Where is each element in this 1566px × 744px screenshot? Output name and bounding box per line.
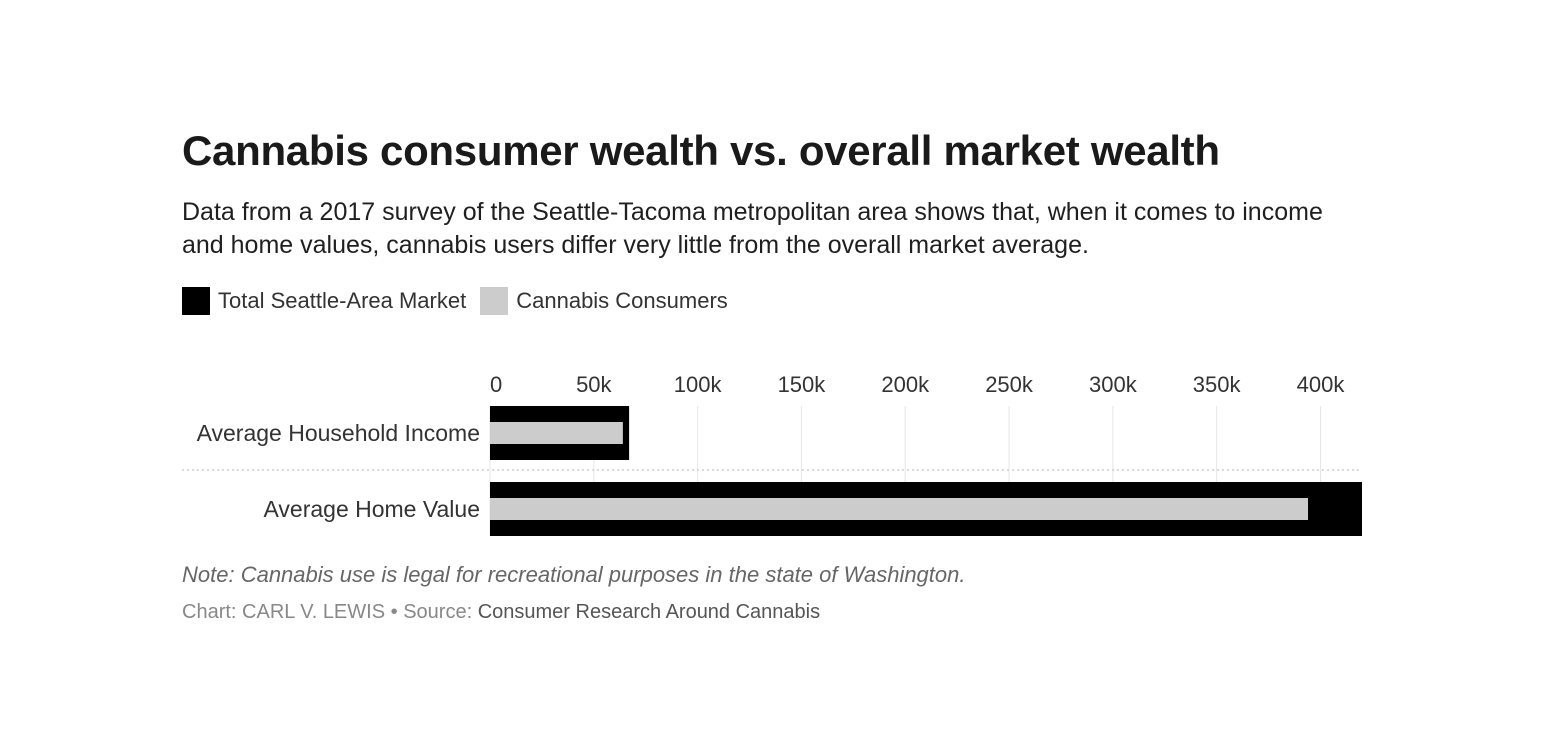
chart-title: Cannabis consumer wealth vs. overall mar… — [182, 127, 1220, 174]
x-tick-label-2: 100k — [674, 372, 723, 397]
chart-legend: Total Seattle-Area Market Cannabis Consu… — [182, 285, 1364, 317]
chart-credit: Chart: CARL V. LEWIS • Source: Consumer … — [182, 601, 820, 624]
x-tick-label-3: 150k — [778, 372, 827, 397]
legend-item-total-market: Total Seattle-Area Market — [182, 287, 466, 315]
x-tick-label-5: 250k — [985, 372, 1034, 397]
x-tick-label-4: 200k — [881, 372, 930, 397]
bar-chart: 0 50k 100k 150k 200k 250k 300k 350k 400k Average … — [182, 372, 1362, 536]
credit-source-name: Consumer Research Around Cannabis — [477, 601, 821, 623]
category-label-0: Average Household Income — [197, 420, 480, 446]
legend-swatch-cannabis-consumers — [480, 287, 509, 315]
bar-cannabis-consumers-0 — [490, 422, 623, 444]
category-label-1: Average Home Value — [263, 496, 480, 522]
legend-label-total-market: Total Seattle-Area Market — [218, 288, 467, 313]
chart-subtitle: Data from a 2017 survey of the Seattle-T… — [182, 198, 1323, 259]
x-tick-label-7: 350k — [1193, 372, 1242, 397]
legend-label-cannabis-consumers: Cannabis Consumers — [516, 288, 728, 313]
credit-source-prefix: Source: — [403, 601, 473, 623]
chart-note: Note: Cannabis use is legal for recreati… — [182, 562, 966, 587]
legend-swatch-total-market — [182, 287, 210, 315]
credit-author: CARL V. LEWIS — [242, 601, 386, 623]
credit-chart-prefix: Chart: — [182, 601, 237, 623]
legend-item-cannabis-consumers: Cannabis Consumers — [480, 287, 728, 315]
x-tick-label-8: 400k — [1297, 372, 1346, 397]
x-tick-label-6: 300k — [1089, 372, 1138, 397]
chart-header: Cannabis consumer wealth vs. overall mar… — [182, 126, 1364, 317]
x-tick-label-1: 50k — [576, 372, 612, 397]
x-tick-label-0: 0 — [490, 372, 502, 397]
bar-cannabis-consumers-1 — [490, 498, 1309, 520]
credit-separator: • — [390, 601, 398, 623]
